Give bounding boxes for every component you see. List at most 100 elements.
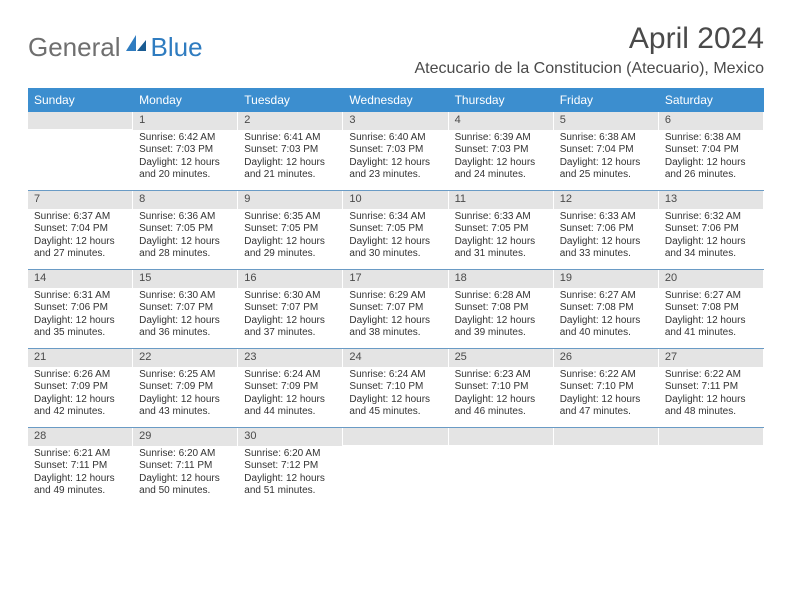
daylight-text: Daylight: 12 hours and 37 minutes. — [244, 315, 336, 340]
day-body: Sunrise: 6:40 AMSunset: 7:03 PMDaylight:… — [343, 130, 447, 188]
day-body: Sunrise: 6:38 AMSunset: 7:04 PMDaylight:… — [554, 130, 658, 188]
calendar-day-cell: 16Sunrise: 6:30 AMSunset: 7:07 PMDayligh… — [238, 270, 343, 348]
sunset-text: Sunset: 7:06 PM — [560, 223, 652, 236]
calendar-day-cell: 29Sunrise: 6:20 AMSunset: 7:11 PMDayligh… — [133, 428, 238, 506]
day-number: 26 — [554, 349, 658, 367]
calendar-day-cell: 24Sunrise: 6:24 AMSunset: 7:10 PMDayligh… — [343, 349, 448, 427]
calendar-day-cell: 20Sunrise: 6:27 AMSunset: 7:08 PMDayligh… — [659, 270, 764, 348]
sunrise-text: Sunrise: 6:25 AM — [139, 369, 231, 382]
sunrise-text: Sunrise: 6:30 AM — [244, 290, 336, 303]
day-body: Sunrise: 6:30 AMSunset: 7:07 PMDaylight:… — [238, 288, 342, 346]
daylight-text: Daylight: 12 hours and 24 minutes. — [455, 157, 547, 182]
day-body: Sunrise: 6:35 AMSunset: 7:05 PMDaylight:… — [238, 209, 342, 267]
day-number: 11 — [449, 191, 553, 209]
day-body: Sunrise: 6:37 AMSunset: 7:04 PMDaylight:… — [28, 209, 132, 267]
logo-sail-icon — [125, 34, 147, 57]
daylight-text: Daylight: 12 hours and 31 minutes. — [455, 236, 547, 261]
sunrise-text: Sunrise: 6:20 AM — [139, 448, 231, 461]
sunrise-text: Sunrise: 6:27 AM — [560, 290, 652, 303]
dayheader-sunday: Sunday — [28, 88, 133, 112]
daylight-text: Daylight: 12 hours and 35 minutes. — [34, 315, 126, 340]
calendar-week-row: 21Sunrise: 6:26 AMSunset: 7:09 PMDayligh… — [28, 349, 764, 428]
sunset-text: Sunset: 7:11 PM — [139, 460, 231, 473]
day-number: 22 — [133, 349, 237, 367]
day-body: Sunrise: 6:22 AMSunset: 7:10 PMDaylight:… — [554, 367, 658, 425]
sunrise-text: Sunrise: 6:22 AM — [560, 369, 652, 382]
daylight-text: Daylight: 12 hours and 42 minutes. — [34, 394, 126, 419]
daylight-text: Daylight: 12 hours and 47 minutes. — [560, 394, 652, 419]
day-body: Sunrise: 6:42 AMSunset: 7:03 PMDaylight:… — [133, 130, 237, 188]
sunrise-text: Sunrise: 6:38 AM — [560, 132, 652, 145]
sunrise-text: Sunrise: 6:30 AM — [139, 290, 231, 303]
sunrise-text: Sunrise: 6:33 AM — [455, 211, 547, 224]
sunrise-text: Sunrise: 6:37 AM — [34, 211, 126, 224]
logo: General Blue — [28, 32, 203, 63]
sunrise-text: Sunrise: 6:39 AM — [455, 132, 547, 145]
daylight-text: Daylight: 12 hours and 48 minutes. — [665, 394, 757, 419]
day-number: 6 — [659, 112, 763, 130]
daylight-text: Daylight: 12 hours and 44 minutes. — [244, 394, 336, 419]
calendar-day-cell: 22Sunrise: 6:25 AMSunset: 7:09 PMDayligh… — [133, 349, 238, 427]
sunrise-text: Sunrise: 6:20 AM — [244, 448, 336, 461]
day-number: 18 — [449, 270, 553, 288]
sunset-text: Sunset: 7:03 PM — [139, 144, 231, 157]
sunset-text: Sunset: 7:06 PM — [665, 223, 757, 236]
day-body: Sunrise: 6:27 AMSunset: 7:08 PMDaylight:… — [659, 288, 763, 346]
sunset-text: Sunset: 7:08 PM — [665, 302, 757, 315]
calendar-day-cell: 9Sunrise: 6:35 AMSunset: 7:05 PMDaylight… — [238, 191, 343, 269]
sunrise-text: Sunrise: 6:33 AM — [560, 211, 652, 224]
day-body: Sunrise: 6:36 AMSunset: 7:05 PMDaylight:… — [133, 209, 237, 267]
calendar-day-cell: 14Sunrise: 6:31 AMSunset: 7:06 PMDayligh… — [28, 270, 133, 348]
calendar-day-cell: 28Sunrise: 6:21 AMSunset: 7:11 PMDayligh… — [28, 428, 133, 506]
day-number: 12 — [554, 191, 658, 209]
calendar-day-cell: 11 Sunrise: 6:33 AMSunset: 7:05 PMDayligh… — [449, 191, 554, 269]
sunset-text: Sunset: 7:05 PM — [139, 223, 231, 236]
sunrise-text: Sunrise: 6:29 AM — [349, 290, 441, 303]
calendar-day-cell: 13Sunrise: 6:32 AMSunset: 7:06 PMDayligh… — [659, 191, 764, 269]
day-number: 3 — [343, 112, 447, 130]
day-body: Sunrise: 6:24 AMSunset: 7:10 PMDaylight:… — [343, 367, 447, 425]
logo-text-general: General — [28, 32, 121, 63]
daylight-text: Daylight: 12 hours and 39 minutes. — [455, 315, 547, 340]
day-body: Sunrise: 6:30 AMSunset: 7:07 PMDaylight:… — [133, 288, 237, 346]
sunset-text: Sunset: 7:03 PM — [349, 144, 441, 157]
day-number: 24 — [343, 349, 447, 367]
sunrise-text: Sunrise: 6:28 AM — [455, 290, 547, 303]
sunset-text: Sunset: 7:08 PM — [560, 302, 652, 315]
calendar-day-cell: 19Sunrise: 6:27 AMSunset: 7:08 PMDayligh… — [554, 270, 659, 348]
calendar-day-cell: 23Sunrise: 6:24 AMSunset: 7:09 PMDayligh… — [238, 349, 343, 427]
day-body: Sunrise: 6:28 AMSunset: 7:08 PMDaylight:… — [449, 288, 553, 346]
day-body: Sunrise: 6:20 AMSunset: 7:12 PMDaylight:… — [238, 446, 342, 504]
sunrise-text: Sunrise: 6:27 AM — [665, 290, 757, 303]
day-body: Sunrise: 6:27 AMSunset: 7:08 PMDaylight:… — [554, 288, 658, 346]
daylight-text: Daylight: 12 hours and 45 minutes. — [349, 394, 441, 419]
calendar-day-cell — [449, 428, 554, 506]
sunrise-text: Sunrise: 6:31 AM — [34, 290, 126, 303]
page-header: General Blue April 2024 Atecucario de la… — [28, 22, 764, 78]
calendar-day-cell — [28, 112, 133, 190]
sunset-text: Sunset: 7:03 PM — [244, 144, 336, 157]
sunset-text: Sunset: 7:08 PM — [455, 302, 547, 315]
calendar-day-cell — [554, 428, 659, 506]
day-number: 13 — [659, 191, 763, 209]
calendar-day-cell: 15Sunrise: 6:30 AMSunset: 7:07 PMDayligh… — [133, 270, 238, 348]
sunset-text: Sunset: 7:10 PM — [349, 381, 441, 394]
sunset-text: Sunset: 7:05 PM — [455, 223, 547, 236]
day-number: 28 — [28, 428, 132, 446]
calendar-day-cell: 8Sunrise: 6:36 AMSunset: 7:05 PMDaylight… — [133, 191, 238, 269]
day-number — [28, 112, 132, 129]
sunrise-text: Sunrise: 6:22 AM — [665, 369, 757, 382]
dayheader-monday: Monday — [133, 88, 238, 112]
sunset-text: Sunset: 7:11 PM — [34, 460, 126, 473]
calendar-week-row: 7Sunrise: 6:37 AMSunset: 7:04 PMDaylight… — [28, 191, 764, 270]
daylight-text: Daylight: 12 hours and 34 minutes. — [665, 236, 757, 261]
sunset-text: Sunset: 7:10 PM — [455, 381, 547, 394]
sunrise-text: Sunrise: 6:21 AM — [34, 448, 126, 461]
sunset-text: Sunset: 7:04 PM — [34, 223, 126, 236]
day-body: Sunrise: 6:22 AMSunset: 7:11 PMDaylight:… — [659, 367, 763, 425]
dayheader-saturday: Saturday — [659, 88, 764, 112]
day-body: Sunrise: 6:33 AMSunset: 7:06 PMDaylight:… — [554, 209, 658, 267]
sunrise-text: Sunrise: 6:34 AM — [349, 211, 441, 224]
title-block: April 2024 Atecucario de la Constitucion… — [415, 22, 765, 78]
day-number: 2 — [238, 112, 342, 130]
